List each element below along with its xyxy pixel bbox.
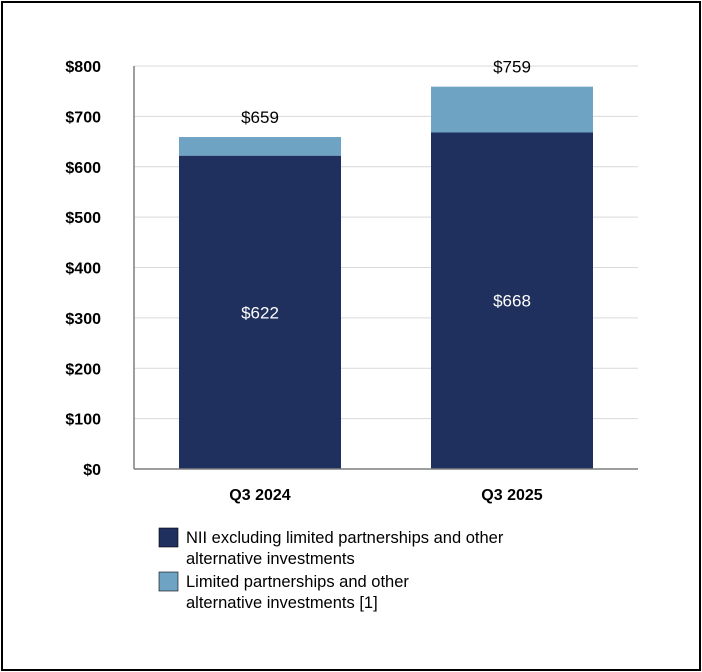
x-tick-label: Q3 2024 (229, 487, 290, 504)
legend-swatch (158, 527, 179, 548)
bar-segment-limited-partnerships (431, 86, 593, 133)
x-tick-label: Q3 2025 (481, 487, 542, 504)
y-tick-label: $700 (65, 109, 101, 126)
legend-label: alternative investments [1] (186, 594, 378, 612)
legend-label: alternative investments (186, 550, 355, 568)
y-tick-label: $500 (65, 210, 101, 227)
y-tick-label: $400 (65, 261, 101, 278)
bar-value-label: $668 (493, 292, 531, 311)
bar-total-label: $659 (241, 108, 279, 127)
legend-label: Limited partnerships and other (186, 573, 409, 591)
y-tick-label: $800 (65, 59, 101, 76)
bar-segment-limited-partnerships (179, 137, 341, 156)
bar-segment-nii (179, 155, 341, 470)
y-tick-label: $100 (65, 412, 101, 429)
bar-value-label: $622 (241, 303, 279, 322)
y-tick-label: $200 (65, 361, 101, 378)
y-tick-label: $300 (65, 311, 101, 328)
legend-swatch (158, 571, 179, 592)
bar-segment-nii (431, 132, 593, 469)
y-tick-label: $600 (65, 160, 101, 177)
y-tick-label: $0 (83, 462, 101, 479)
legend-label: NII excluding limited partnerships and o… (186, 529, 504, 547)
bar-total-label: $759 (493, 58, 531, 77)
